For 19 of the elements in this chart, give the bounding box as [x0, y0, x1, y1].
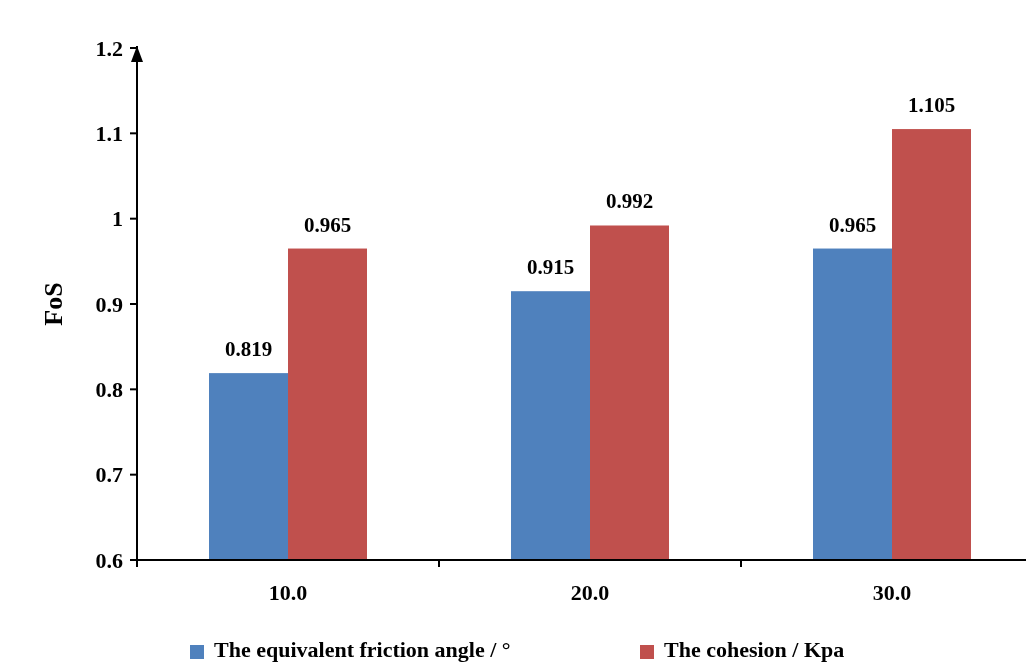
data-label: 0.819	[224, 337, 273, 362]
legend-label: The equivalent friction angle / °	[214, 637, 511, 662]
data-label: 0.965	[828, 212, 877, 237]
y-tick-label: 0.7	[95, 462, 123, 488]
y-tick-label: 1.1	[95, 121, 123, 147]
x-tick-label: 10.0	[268, 580, 308, 605]
y-tick-label: 0.9	[95, 291, 123, 317]
y-axis-title: FoS	[39, 282, 68, 326]
y-tick-label: 0.8	[95, 377, 123, 403]
legend-label: The cohesion / Kpa	[664, 637, 845, 662]
x-tick-label: 30.0	[872, 580, 912, 605]
data-label: 0.965	[303, 212, 352, 237]
data-label: 1.105	[907, 93, 956, 118]
y-tick-label: 1	[112, 206, 123, 232]
data-label: 0.992	[605, 189, 654, 214]
data-label: 0.915	[526, 255, 575, 280]
x-tick-label: 20.0	[570, 580, 610, 605]
y-tick-label: 1.2	[95, 35, 123, 61]
y-tick-label: 0.6	[95, 547, 123, 573]
